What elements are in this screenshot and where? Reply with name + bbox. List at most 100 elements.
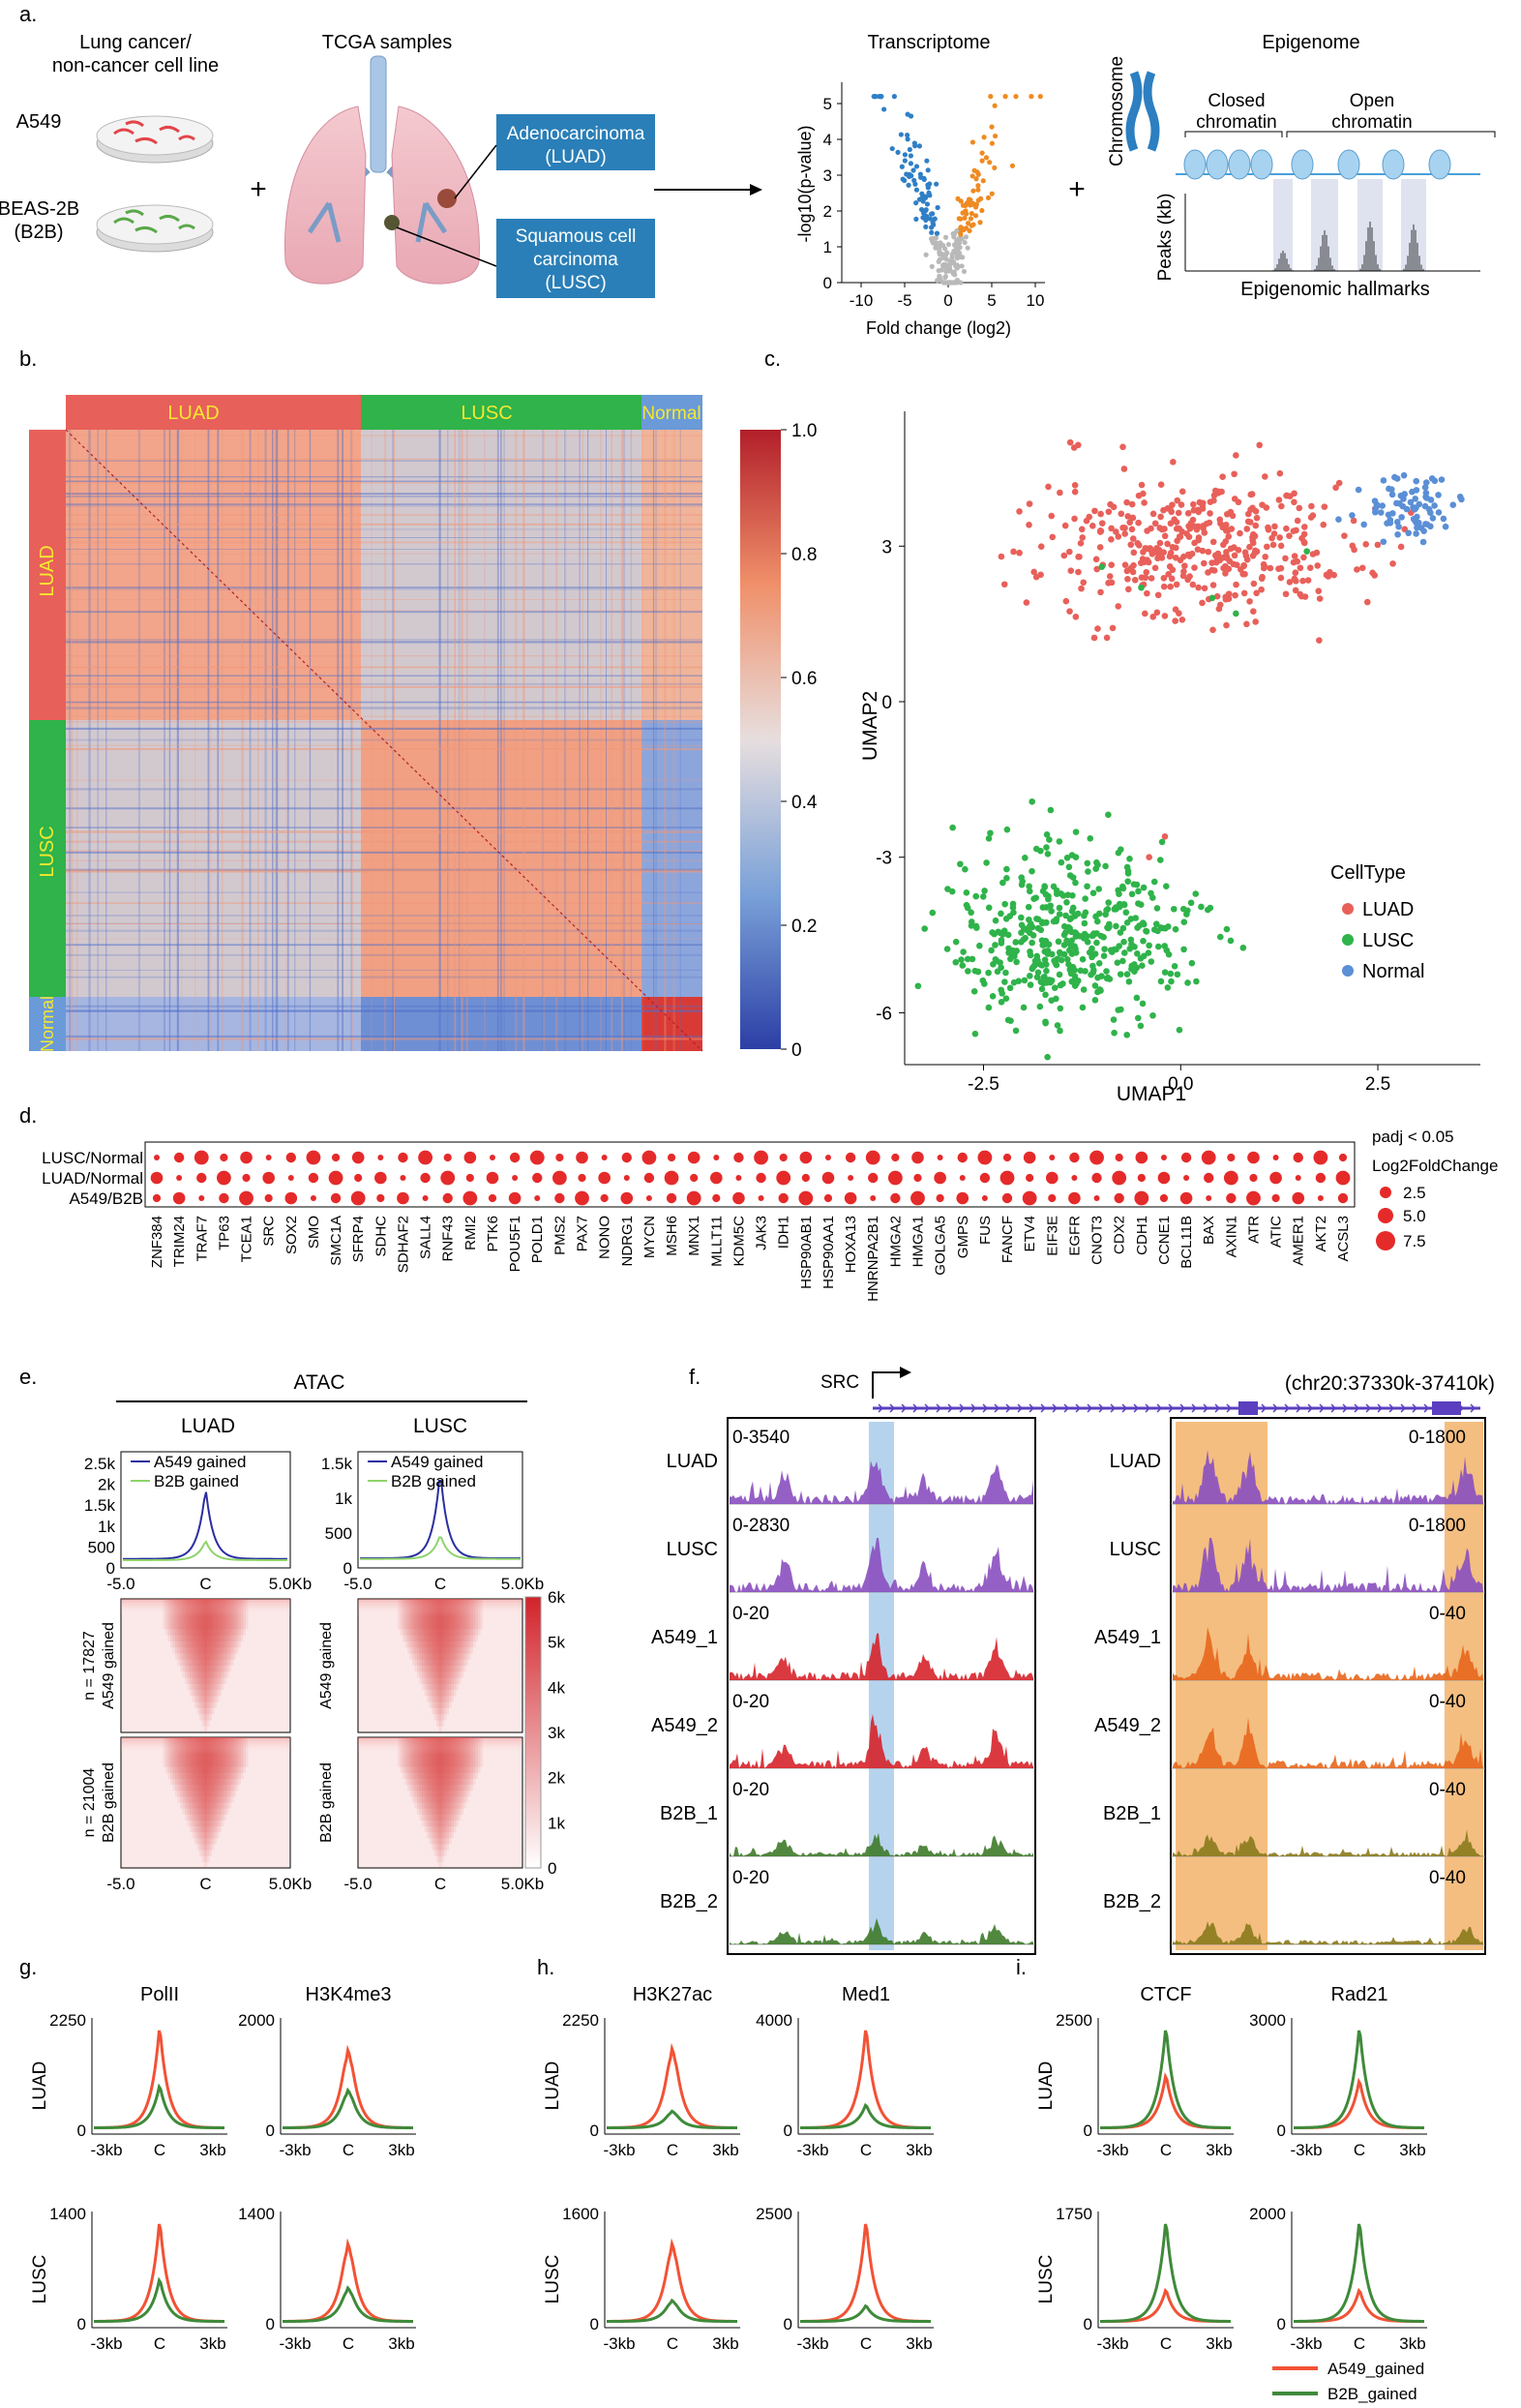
umap-point-lusc — [1002, 995, 1010, 1003]
umap-point-lusc — [1039, 888, 1047, 895]
bubble-IDH1 — [778, 1192, 789, 1204]
atac-heatmap-xtick: C — [434, 1875, 446, 1893]
bubble-JAK3 — [758, 1195, 764, 1201]
gene-model-chevron — [982, 1403, 989, 1413]
volcano-point — [966, 221, 971, 226]
gene-label: MNX1 — [686, 1216, 702, 1256]
umap-point-lusc — [1029, 939, 1035, 947]
umap-point-lusc — [1006, 984, 1014, 992]
umap-point-luad — [1314, 562, 1322, 569]
umap-point-lusc — [1031, 957, 1039, 965]
umap-point-luad — [1057, 489, 1063, 497]
umap-point-normal — [1401, 491, 1409, 497]
umap-point-lusc — [1043, 844, 1050, 851]
track-range-left: 0-20 — [732, 1692, 769, 1712]
gene-label: TRAF7 — [194, 1216, 210, 1262]
bubble-FANCF — [999, 1170, 1015, 1186]
umap-point-lusc — [1158, 838, 1166, 846]
umap-point-luad — [1124, 575, 1131, 583]
chip-row-label: LUAD — [543, 2062, 563, 2111]
chip-line-b2b — [607, 2298, 738, 2324]
volcano-point — [969, 173, 975, 179]
umap-point-luad — [1153, 609, 1161, 617]
bubble-FANCF — [1001, 1192, 1013, 1204]
volcano-ytick-label: 1 — [823, 238, 832, 256]
umap-ytick-label: -3 — [876, 849, 892, 869]
bubble-MYCN — [643, 1172, 655, 1184]
volcano-xticks: -10 -5 0 5 10 — [850, 283, 1044, 310]
umap-point-luad — [1292, 587, 1299, 594]
atac-xtick-label: C — [434, 1575, 446, 1593]
volcano-point — [942, 280, 948, 286]
umap-point-luad — [1186, 553, 1193, 559]
umap-point-lusc — [1117, 971, 1124, 978]
umap-point-normal — [1410, 515, 1417, 523]
atac-heatmap-signal — [194, 1737, 217, 1845]
umap-point-lusc — [985, 904, 993, 912]
umap-point-lusc — [1157, 978, 1165, 985]
gene-label: PAX7 — [575, 1216, 591, 1251]
bubble-KDM5C — [733, 1152, 744, 1163]
umap-point-lusc — [964, 955, 971, 963]
chip-ymax: 1400 — [49, 2205, 86, 2223]
umap-point-lusc — [1033, 915, 1040, 922]
colorbar-b-tick-label: 0.8 — [791, 545, 817, 565]
volcano-point — [930, 220, 936, 226]
gene-label: SDHAF2 — [395, 1216, 411, 1273]
colorbar-b — [740, 430, 781, 1049]
umap-point-lusc — [1084, 938, 1091, 946]
umap-point-luad — [1277, 542, 1285, 550]
volcano-point — [958, 198, 964, 204]
umap-point-lusc — [1095, 886, 1102, 892]
nucleosome — [1337, 149, 1360, 180]
umap-point-lusc — [1133, 994, 1141, 1002]
volcano-point — [963, 234, 969, 240]
umap-points — [914, 438, 1465, 1061]
volcano-point — [878, 94, 884, 100]
umap-point-lusc — [944, 886, 951, 892]
umap-point-lusc — [985, 835, 993, 842]
colorbar-e-tick-label: 1k — [548, 1814, 565, 1832]
umap-point-normal — [1419, 538, 1427, 546]
top-bar-luad — [66, 395, 361, 430]
gene-model-chevron — [970, 1403, 977, 1413]
umap-point-luad — [1109, 624, 1117, 632]
heatmap-block — [66, 430, 361, 720]
volcano-point — [965, 245, 970, 251]
atac-luad-title: LUAD — [181, 1415, 235, 1437]
atac-xtick-label: -5.0 — [343, 1575, 372, 1593]
bubble-RMI2 — [463, 1151, 477, 1164]
nucleosome — [1183, 149, 1207, 180]
bubble-AXIN1 — [1227, 1153, 1236, 1162]
atac-heatmap-rowlabel: n = 21004 — [81, 1768, 98, 1838]
bubble-PTK6 — [489, 1155, 495, 1160]
lusc-box-line1: Squamous cell — [516, 226, 637, 247]
open-chromatin-label-2: chromatin — [1331, 112, 1412, 133]
umap-point-lusc — [985, 969, 992, 977]
a549-dish-icon — [96, 115, 214, 164]
volcano-point — [934, 240, 939, 246]
umap-point-lusc — [1146, 942, 1152, 949]
umap-point-luad — [1335, 479, 1343, 487]
umap-point-luad — [1222, 521, 1230, 528]
umap-point-luad — [1075, 441, 1082, 449]
bubble-ZNF384 — [154, 1155, 160, 1160]
volcano-point — [891, 94, 897, 100]
umap-point-luad — [1173, 519, 1180, 526]
volcano-point — [949, 255, 955, 260]
umap-point-lusc — [1168, 978, 1175, 985]
umap-point-luad — [1209, 626, 1216, 634]
umap-point-lusc — [1167, 970, 1175, 978]
umap-point-lusc — [1217, 933, 1224, 941]
umap-point-luad — [1262, 553, 1268, 560]
umap-xlabel: UMAP1 — [1117, 1083, 1186, 1105]
umap-point-lusc — [1051, 984, 1059, 991]
umap-point-lusc — [1026, 888, 1033, 895]
umap-point-lusc — [1042, 919, 1050, 926]
umap-point-luad — [1125, 586, 1132, 593]
chromosome-label: Chromosome — [1107, 56, 1127, 166]
umap-point-normal — [1387, 520, 1394, 527]
umap-point-luad — [1178, 501, 1185, 508]
umap-point-luad — [1249, 552, 1257, 559]
volcano-point — [934, 230, 940, 236]
